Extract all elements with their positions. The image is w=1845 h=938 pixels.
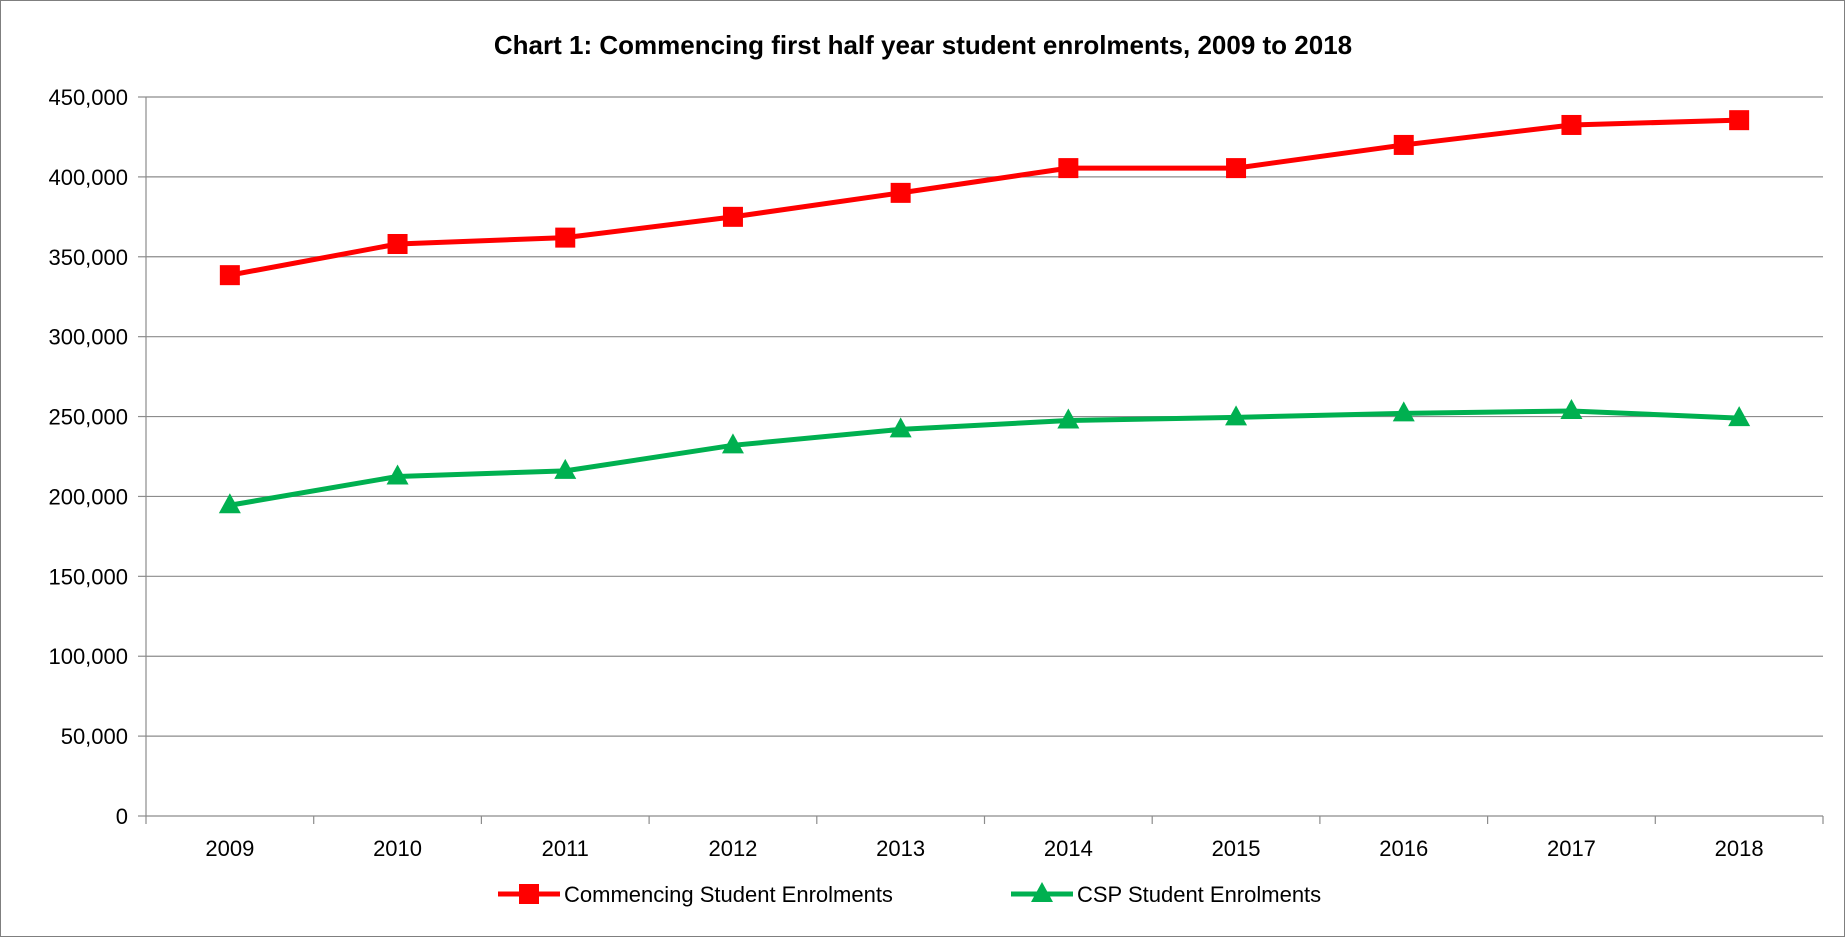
series-commencing-student-enrolments xyxy=(219,110,1750,286)
square-marker xyxy=(1058,158,1079,179)
square-marker xyxy=(1561,114,1582,135)
series-line xyxy=(229,117,1740,278)
legend-swatch-marker xyxy=(1031,882,1053,902)
y-tick-label: 150,000 xyxy=(48,564,128,589)
square-marker xyxy=(722,206,743,227)
y-tick-label: 0 xyxy=(116,804,128,829)
x-tick-label: 2017 xyxy=(1547,836,1596,861)
y-tick-label: 250,000 xyxy=(48,405,128,430)
x-tick-label: 2014 xyxy=(1044,836,1093,861)
legend-label: CSP Student Enrolments xyxy=(1077,882,1321,907)
y-tick-label: 50,000 xyxy=(61,724,128,749)
x-tick-label: 2018 xyxy=(1715,836,1764,861)
gridlines xyxy=(146,96,1823,737)
x-tick-label: 2012 xyxy=(708,836,757,861)
data-series xyxy=(218,110,1751,514)
y-axis-tick-labels: 0 50,000 100,000 150,000 200,000 250,000 300,0… xyxy=(48,85,128,829)
legend-swatch-marker xyxy=(519,884,539,904)
y-tick-label: 100,000 xyxy=(48,644,128,669)
square-marker xyxy=(1226,158,1247,179)
square-marker xyxy=(890,182,911,203)
x-tick-label: 2011 xyxy=(542,836,589,861)
square-marker xyxy=(1393,134,1414,155)
y-tick-label: 200,000 xyxy=(48,484,128,509)
triangle-marker xyxy=(1560,398,1583,419)
legend-label: Commencing Student Enrolments xyxy=(564,882,893,907)
square-marker xyxy=(387,233,408,254)
x-axis-tick-labels: 2009 2010 2011 2012 2013 2014 2015 2016 2017 2018 xyxy=(205,836,1763,861)
y-tick-label: 450,000 xyxy=(48,85,128,110)
x-tick-label: 2016 xyxy=(1379,836,1428,861)
triangle-marker xyxy=(1057,408,1080,429)
triangle-marker xyxy=(386,464,409,485)
square-marker xyxy=(1729,110,1750,131)
triangle-marker xyxy=(218,493,241,514)
square-marker xyxy=(219,265,240,286)
y-tick-label: 350,000 xyxy=(48,245,128,270)
x-tick-label: 2010 xyxy=(373,836,422,861)
legend-item: CSP Student Enrolments xyxy=(1011,882,1321,907)
axes xyxy=(138,96,1824,824)
y-tick-label: 400,000 xyxy=(48,165,128,190)
chart-title: Chart 1: Commencing first half year stud… xyxy=(494,30,1352,60)
triangle-marker xyxy=(1392,401,1415,422)
x-tick-label: 2015 xyxy=(1212,836,1261,861)
series-csp-student-enrolments xyxy=(218,398,1751,514)
triangle-marker xyxy=(721,433,744,454)
square-marker xyxy=(555,227,576,248)
series-line xyxy=(229,408,1740,508)
y-tick-label: 300,000 xyxy=(48,325,128,350)
legend-item: Commencing Student Enrolments xyxy=(498,882,893,907)
legend: Commencing Student Enrolments CSP Student… xyxy=(498,882,1321,907)
triangle-marker xyxy=(1225,405,1248,426)
triangle-marker xyxy=(889,417,912,438)
x-tick-label: 2009 xyxy=(205,836,254,861)
triangle-marker xyxy=(554,458,577,479)
x-tick-label: 2013 xyxy=(876,836,925,861)
triangle-marker xyxy=(1728,406,1751,427)
